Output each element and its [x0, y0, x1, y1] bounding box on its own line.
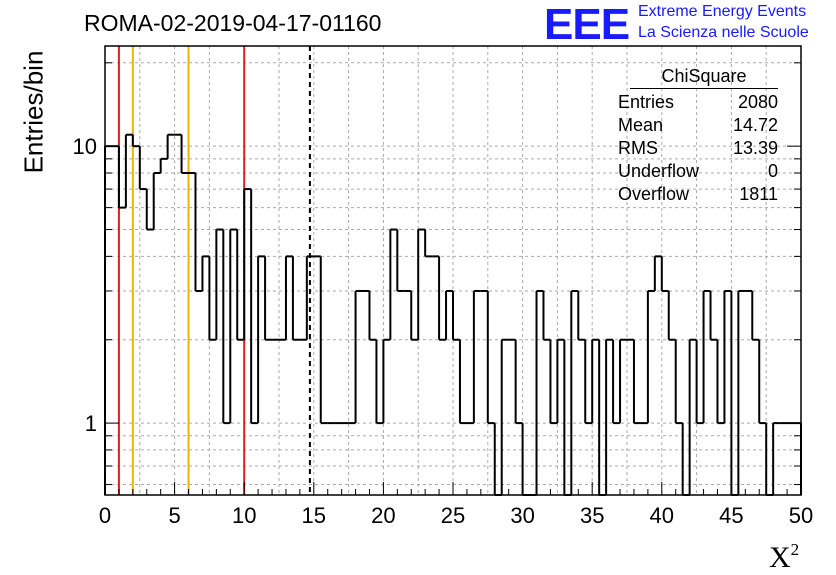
stat-row: Underflow 0: [612, 160, 778, 183]
x-tick-label: 35: [580, 503, 604, 528]
x-tick-label: 15: [302, 503, 326, 528]
stat-label: RMS: [618, 138, 658, 158]
y-tick-label: 1: [85, 411, 97, 436]
stat-label: Underflow: [618, 161, 700, 181]
stat-label: Entries: [618, 92, 675, 112]
x-axis-label-base: X: [769, 541, 791, 574]
stat-row: Overflow 1811: [612, 183, 778, 206]
y-tick-label: 10: [73, 134, 97, 159]
stat-row: Mean 14.72: [612, 114, 778, 137]
x-tick-label: 5: [168, 503, 180, 528]
stat-row: Entries 2080: [612, 91, 778, 114]
stat-value: 14.72: [732, 115, 778, 135]
logo-line-1: Extreme Energy Events: [638, 3, 807, 20]
stat-value: 0: [767, 161, 778, 181]
x-tick-label: 50: [789, 503, 813, 528]
y-axis-label: Entries/bin: [18, 50, 49, 174]
stat-value: 2080: [737, 92, 778, 112]
stat-value: 13.39: [732, 138, 778, 158]
x-axis-label: X2: [769, 540, 799, 575]
logo-line-2: La Scienza nelle Scuole: [638, 24, 809, 41]
x-tick-label: 30: [510, 503, 534, 528]
x-tick-label: 25: [441, 503, 465, 528]
eee-logo: EEE: [544, 0, 630, 49]
tick-layer: 0 5 10 15 20 25 30 35 40 45 50 1 10: [73, 62, 813, 528]
stat-label: Mean: [618, 115, 664, 135]
x-tick-label: 45: [719, 503, 743, 528]
stats-title: ChiSquare: [630, 66, 778, 89]
marker-layer: [117, 46, 311, 495]
stat-row: RMS 13.39: [612, 137, 778, 160]
x-axis-label-sup: 2: [790, 540, 800, 559]
x-tick-label: 0: [99, 503, 111, 528]
stats-box: ChiSquare Entries 2080 Mean 14.72 RMS 13.39…: [612, 66, 778, 206]
x-tick-label: 20: [371, 503, 395, 528]
x-tick-label: 10: [232, 503, 256, 528]
stat-value: 1811: [739, 184, 778, 204]
chart-title: ROMA-02-2019-04-17-01160: [84, 10, 382, 36]
x-tick-label: 40: [650, 503, 674, 528]
stat-label: Overflow: [618, 184, 690, 204]
